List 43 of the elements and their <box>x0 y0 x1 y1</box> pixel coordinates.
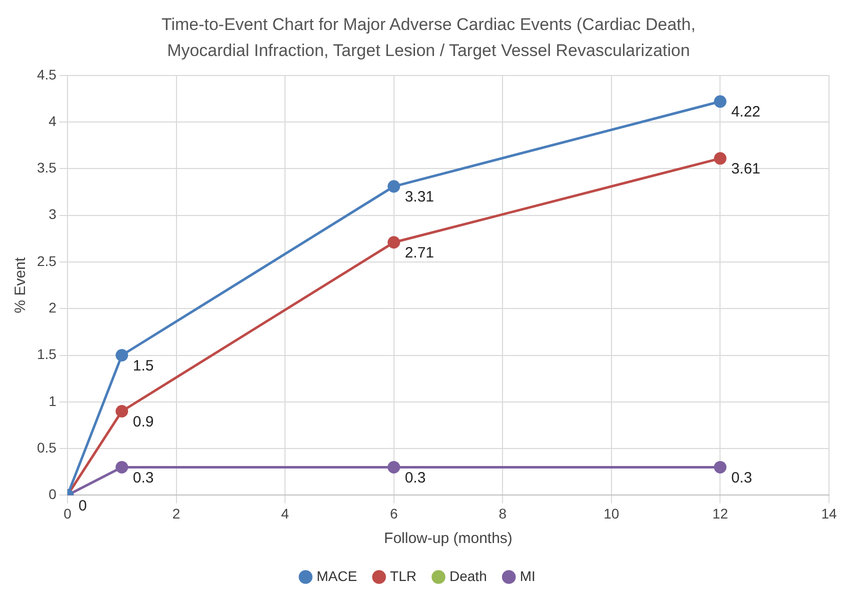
y-tick-label: 0 <box>48 486 57 502</box>
point <box>714 95 726 108</box>
x-tick-label: 0 <box>64 505 72 522</box>
y-tick-label: 2 <box>48 299 57 316</box>
y-tick-label: 2.5 <box>36 252 57 269</box>
data-label: 0.3 <box>404 469 426 486</box>
data-label: 3.61 <box>731 160 760 178</box>
x-tick-label: 4 <box>281 505 290 522</box>
point <box>388 180 400 193</box>
data-label: 4.22 <box>731 104 760 121</box>
y-tick-label: 4 <box>48 112 57 129</box>
chart-title: Time-to-Event Chart for Major Adverse Cardiac Events (Cardiac Death, Myocardial Infraction, Target Lesion / Target Vessel Revascularization <box>160 14 697 62</box>
point <box>714 460 726 474</box>
legend-label: MACE <box>316 568 358 584</box>
point <box>388 236 400 249</box>
legend-label: TLR <box>390 568 416 584</box>
data-label: 3.31 <box>404 188 434 206</box>
data-label: 0.3 <box>731 469 752 486</box>
y-tick-label: 3.5 <box>36 160 57 176</box>
data-label: 2.71 <box>404 244 434 262</box>
data-label: 0.9 <box>132 413 154 430</box>
point <box>714 152 726 165</box>
y-tick-label: 1 <box>48 392 57 409</box>
x-tick-label: 10 <box>604 505 620 522</box>
x-tick-label: 14 <box>821 505 837 522</box>
legend-label: Death <box>449 568 487 584</box>
x-tick-label: 6 <box>390 505 398 522</box>
x-tick-label: 8 <box>498 505 507 522</box>
x-axis-title: Follow-up (months) <box>384 530 512 548</box>
y-axis-title: % Event <box>12 256 30 314</box>
y-tick-label: 0.5 <box>36 439 57 456</box>
x-tick-label: 2 <box>172 505 180 522</box>
y-tick-label: 4.5 <box>36 66 57 82</box>
point <box>116 349 128 362</box>
point <box>116 404 128 418</box>
point <box>388 460 400 474</box>
data-label: 1.5 <box>132 357 154 374</box>
y-tick-label: 3 <box>48 206 57 222</box>
y-tick-label: 1.5 <box>36 346 57 362</box>
point <box>116 460 128 474</box>
x-tick-label: 12 <box>712 505 728 522</box>
data-label: 0.3 <box>132 469 154 486</box>
legend-label: MI <box>520 568 536 584</box>
